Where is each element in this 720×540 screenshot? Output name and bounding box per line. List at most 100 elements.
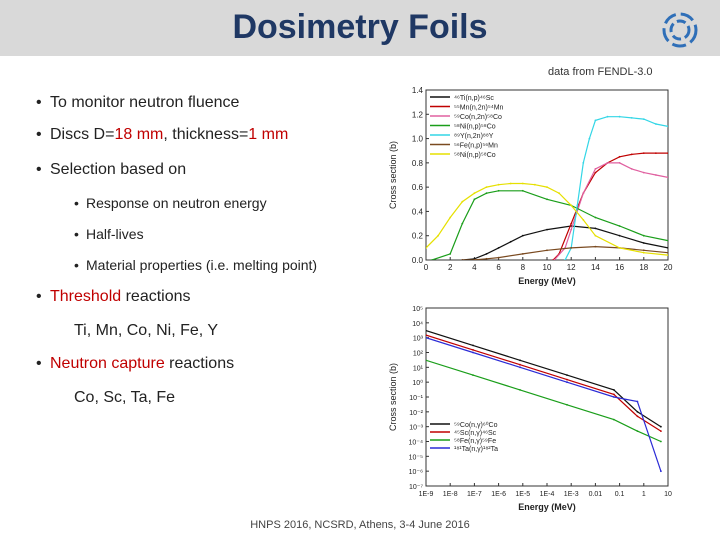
x-tick-label: 14 <box>591 263 600 272</box>
data-point <box>485 192 488 195</box>
data-point <box>426 247 427 249</box>
data-point <box>497 247 500 249</box>
x-axis-label: Energy (MeV) <box>518 502 576 512</box>
x-tick-label: 18 <box>639 263 648 272</box>
y-tick-label: 10⁻⁵ <box>409 454 423 461</box>
bullet-capture: • Neutron capture reactions <box>36 355 235 372</box>
legend-label: ⁵⁸Ni(n,p)⁵⁸Co <box>454 124 496 131</box>
title-bar <box>0 0 720 56</box>
data-point <box>473 198 476 201</box>
legend-label: ⁴⁶Ti(n,p)⁴⁶Sc <box>454 95 494 102</box>
data-point <box>566 403 568 406</box>
data-point <box>636 400 639 403</box>
data-point <box>667 251 668 254</box>
data-point <box>497 256 500 259</box>
data-point <box>570 228 573 231</box>
data-point <box>472 344 474 347</box>
legend-label: ⁴⁵Sc(n,γ)⁴⁶Sc <box>454 430 497 437</box>
subbullet-material: • Material properties (i.e. melting point… <box>74 257 318 273</box>
x-tick-label: 0.1 <box>615 491 625 498</box>
data-source-note: data from FENDL-3.0 <box>548 66 653 78</box>
y-tick-label: 10⁰ <box>412 379 423 387</box>
data-point <box>594 245 597 248</box>
data-point <box>519 363 521 366</box>
data-point <box>594 119 597 122</box>
data-point <box>582 162 585 164</box>
x-tick-label: 2 <box>448 263 453 272</box>
data-point <box>660 470 662 473</box>
y-tick-label: 10⁻⁷ <box>409 484 423 491</box>
data-point <box>594 216 597 219</box>
data-point <box>667 239 668 242</box>
data-point <box>473 258 476 260</box>
data-point <box>594 171 597 174</box>
data-point <box>618 155 621 158</box>
x-tick-label: 16 <box>615 263 624 272</box>
x-tick-label: 10 <box>543 263 552 272</box>
data-point <box>582 192 585 195</box>
legend-label: ⁵⁸Ni(n,p)⁵⁸Co <box>454 152 496 159</box>
data-point <box>606 115 609 118</box>
x-tick-label: 10 <box>664 491 672 498</box>
data-point <box>461 222 464 225</box>
data-point <box>566 374 568 376</box>
data-point <box>655 123 657 125</box>
x-tick-label: 12 <box>567 263 576 272</box>
legend-label: ¹⁸¹Ta(n,γ)¹⁸²Ta <box>454 446 498 453</box>
x-tick-label: 1E-4 <box>540 491 555 498</box>
data-point <box>509 240 512 243</box>
y-tick-label: 0.2 <box>412 232 424 241</box>
x-tick-label: 4 <box>472 263 477 272</box>
data-point <box>667 247 668 249</box>
data-point <box>461 259 464 260</box>
data-point <box>521 182 524 185</box>
data-point <box>570 222 573 225</box>
x-tick-label: 1 <box>642 491 646 498</box>
legend-label: ⁵⁹Co(n,γ)⁶⁰Co <box>454 421 498 429</box>
data-point <box>472 349 474 351</box>
data-point <box>426 359 427 362</box>
x-tick-label: 20 <box>664 263 673 272</box>
x-tick-label: 1E-5 <box>515 491 530 498</box>
series-line <box>426 182 668 256</box>
data-point <box>655 152 657 154</box>
y-tick-label: 0.8 <box>412 159 424 168</box>
data-point <box>636 410 639 413</box>
data-point <box>426 336 427 339</box>
y-tick-label: 10⁻³ <box>409 425 423 432</box>
data-point <box>667 254 668 256</box>
x-tick-label: 1E-9 <box>419 491 434 498</box>
data-point <box>630 168 633 170</box>
data-point <box>613 389 615 391</box>
bullet-selection: • Selection based on <box>36 161 187 178</box>
data-point <box>473 192 476 195</box>
data-point <box>558 192 560 195</box>
data-point <box>472 351 474 354</box>
data-point <box>521 189 524 192</box>
footer-text: HNPS 2016, NCSRD, Athens, 3-4 June 2016 <box>250 519 470 531</box>
data-point <box>594 168 597 170</box>
capture-cross-section-chart: 1E-9 1E-8 1E-7 1E-6 1E-5 1E-4 1E-3 0.01 0.1 1 10 10… <box>388 306 672 512</box>
y-tick-label: 10⁻² <box>409 410 423 417</box>
data-point <box>437 234 439 237</box>
data-point <box>546 249 548 252</box>
data-point <box>553 259 556 260</box>
data-point <box>449 253 452 255</box>
legend-label: ⁵⁵Mn(n,2n)⁵⁴Mn <box>454 105 504 112</box>
data-point <box>431 259 433 260</box>
data-point <box>613 393 615 396</box>
bullet-fluence: • To monitor neutron fluence <box>36 94 240 111</box>
bullet-threshold: • Threshold reactions <box>36 288 191 305</box>
data-point <box>630 117 633 119</box>
data-point <box>618 162 621 164</box>
series-line <box>564 116 668 260</box>
data-point <box>660 430 662 432</box>
data-point <box>472 374 474 376</box>
x-tick-label: 0.01 <box>589 491 603 498</box>
subbullet-half-lives: • Half-lives <box>74 226 144 242</box>
data-point <box>618 234 621 237</box>
y-tick-label: 0.4 <box>412 207 424 216</box>
x-tick-label: 6 <box>496 263 501 272</box>
y-axis-label: Cross section (b) <box>388 141 398 209</box>
data-point <box>566 381 568 384</box>
